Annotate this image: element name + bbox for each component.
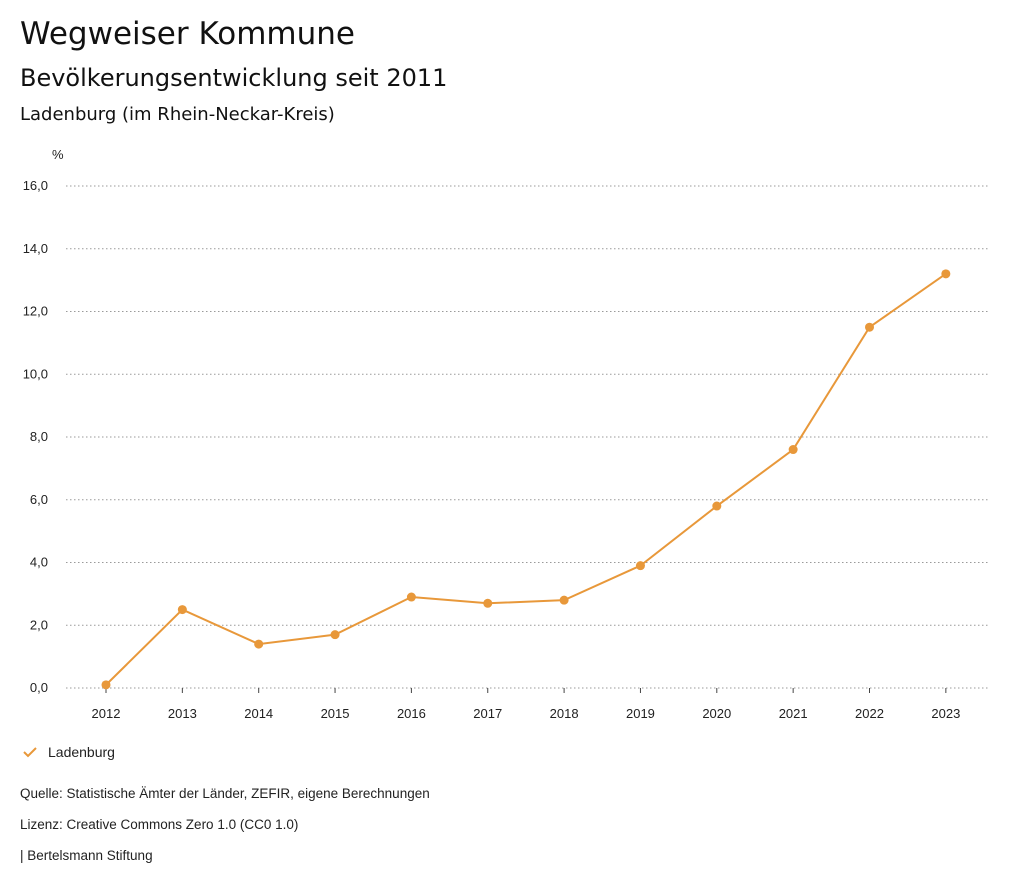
legend-label: Ladenburg (48, 744, 115, 760)
y-unit-label: % (52, 147, 64, 162)
y-tick-label: 16,0 (23, 178, 48, 193)
x-tick-label: 2012 (92, 706, 121, 721)
x-tick-label: 2023 (931, 706, 960, 721)
data-point (406, 592, 416, 602)
data-point (788, 445, 798, 455)
data-point (254, 639, 264, 649)
y-tick-label: 14,0 (23, 241, 48, 256)
y-tick-label: 6,0 (30, 492, 48, 507)
series-line (105, 273, 947, 686)
x-tick-label: 2017 (473, 706, 502, 721)
data-point (101, 680, 111, 690)
x-tick-label: 2014 (244, 706, 273, 721)
x-tick-label: 2019 (626, 706, 655, 721)
data-point (330, 630, 340, 640)
y-tick-label: 4,0 (30, 555, 48, 570)
legend[interactable]: Ladenburg (22, 744, 115, 760)
x-tick-label: 2021 (779, 706, 808, 721)
x-tick-label: 2020 (702, 706, 731, 721)
data-point (865, 322, 874, 332)
chart-subtitle: Bevölkerungsentwicklung seit 2011 (20, 64, 448, 92)
y-tick-label: 0,0 (30, 680, 48, 695)
license-note: Lizenz: Creative Commons Zero 1.0 (CC0 1… (20, 817, 299, 832)
brand-note: | Bertelsmann Stiftung (20, 848, 153, 863)
data-point (559, 595, 569, 605)
data-point (941, 269, 951, 279)
data-point (635, 561, 645, 571)
x-tick-label: 2016 (397, 706, 426, 721)
checkmark-icon (23, 747, 37, 758)
source-note: Quelle: Statistische Ämter der Länder, Z… (20, 786, 430, 801)
y-tick-label: 12,0 (23, 304, 48, 319)
data-point (177, 605, 187, 615)
x-tick-label: 2013 (168, 706, 197, 721)
x-tick-label: 2018 (550, 706, 579, 721)
y-tick-label: 10,0 (23, 366, 48, 381)
page-title: Wegweiser Kommune (20, 16, 355, 52)
y-tick-label: 8,0 (30, 429, 48, 444)
data-point (712, 501, 722, 511)
x-tick-label: 2022 (855, 706, 884, 721)
y-tick-label: 2,0 (30, 617, 48, 632)
data-point (483, 598, 493, 608)
region-label: Ladenburg (im Rhein-Neckar-Kreis) (20, 104, 335, 125)
x-tick-label: 2015 (321, 706, 350, 721)
